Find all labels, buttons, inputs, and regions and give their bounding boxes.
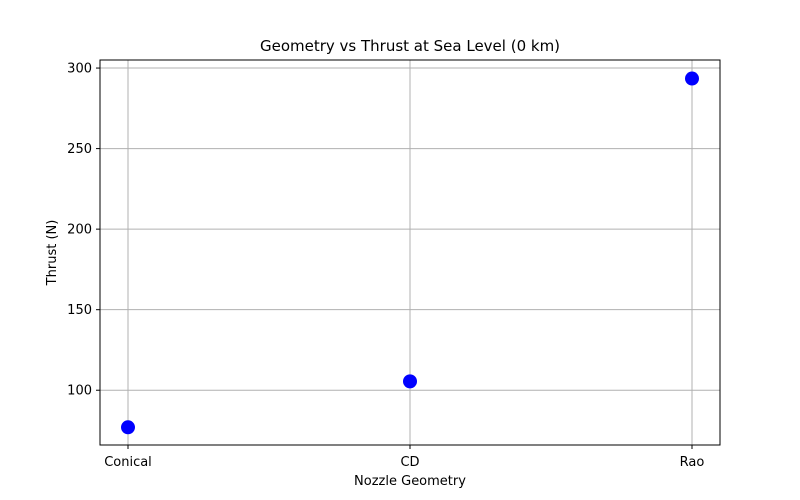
x-axis-label: Nozzle Geometry (354, 474, 466, 489)
y-tick-label: 300 (67, 62, 92, 77)
plot-frame (99, 59, 721, 446)
y-tick-label: 250 (67, 142, 92, 157)
y-tick-label: 200 (67, 223, 92, 238)
grid-layer (100, 60, 720, 445)
data-point (121, 420, 135, 435)
chart-title: Geometry vs Thrust at Sea Level (0 km) (260, 37, 560, 55)
y-tick-label: 100 (67, 384, 92, 399)
x-tick-label: Conical (104, 455, 152, 470)
y-axis-label: Thrust (N) (45, 220, 60, 287)
x-tick-label: Rao (680, 455, 705, 470)
y-tick-label: 150 (67, 303, 92, 318)
data-point (685, 71, 699, 86)
points-layer (121, 71, 699, 435)
ticks-layer: Conical CD Rao 100 150 200 250 300 (67, 62, 704, 470)
data-point (403, 374, 417, 389)
x-tick-label: CD (400, 455, 419, 470)
